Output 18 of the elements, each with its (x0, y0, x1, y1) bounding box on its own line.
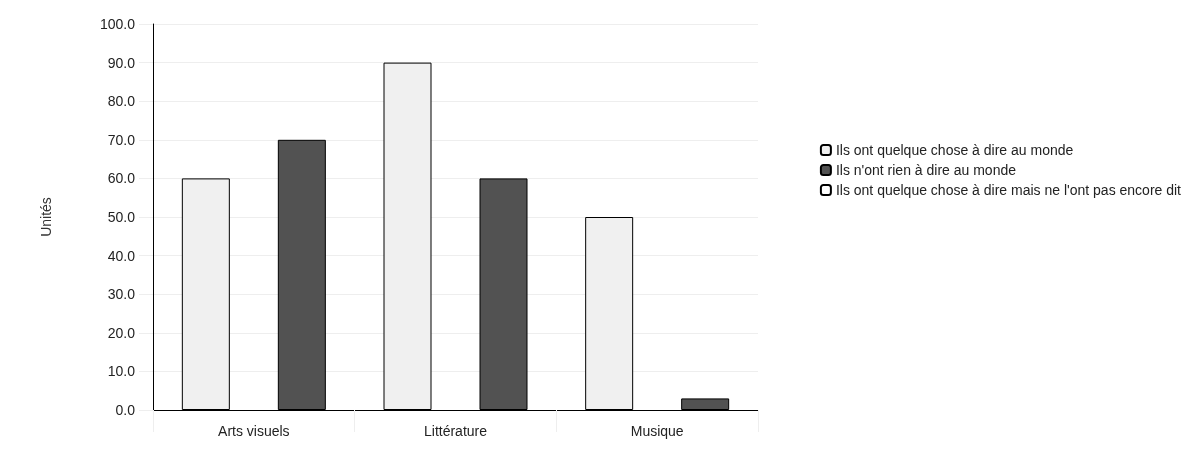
y-tick-label: 0.0 (115, 402, 136, 418)
y-tick-label: 20.0 (107, 324, 136, 341)
legend-label: Ils ont quelque chose à dire mais ne l'ont pas encore dit (835, 182, 1182, 198)
legend-label: Ils ont quelque chose à dire au monde (835, 142, 1074, 158)
y-tick-label: 70.0 (107, 131, 136, 148)
y-tick-label: 100.0 (99, 16, 136, 32)
x-tick-label: Littérature (423, 423, 488, 439)
y-tick-label: 40.0 (107, 247, 136, 264)
y-tick-label: 50.0 (107, 209, 136, 225)
x-tick-label: Musique (630, 423, 684, 439)
y-tick-label: 90.0 (107, 54, 136, 71)
y-tick-label: 10.0 (107, 363, 136, 380)
y-tick-label: 60.0 (107, 170, 136, 187)
legend-label: Ils n'ont rien à dire au monde (835, 162, 1017, 178)
y-axis-title: Unités (38, 197, 54, 237)
x-tick-label: Arts visuels (218, 423, 290, 439)
y-tick-label: 30.0 (107, 286, 136, 303)
y-tick-label: 80.0 (107, 93, 136, 110)
